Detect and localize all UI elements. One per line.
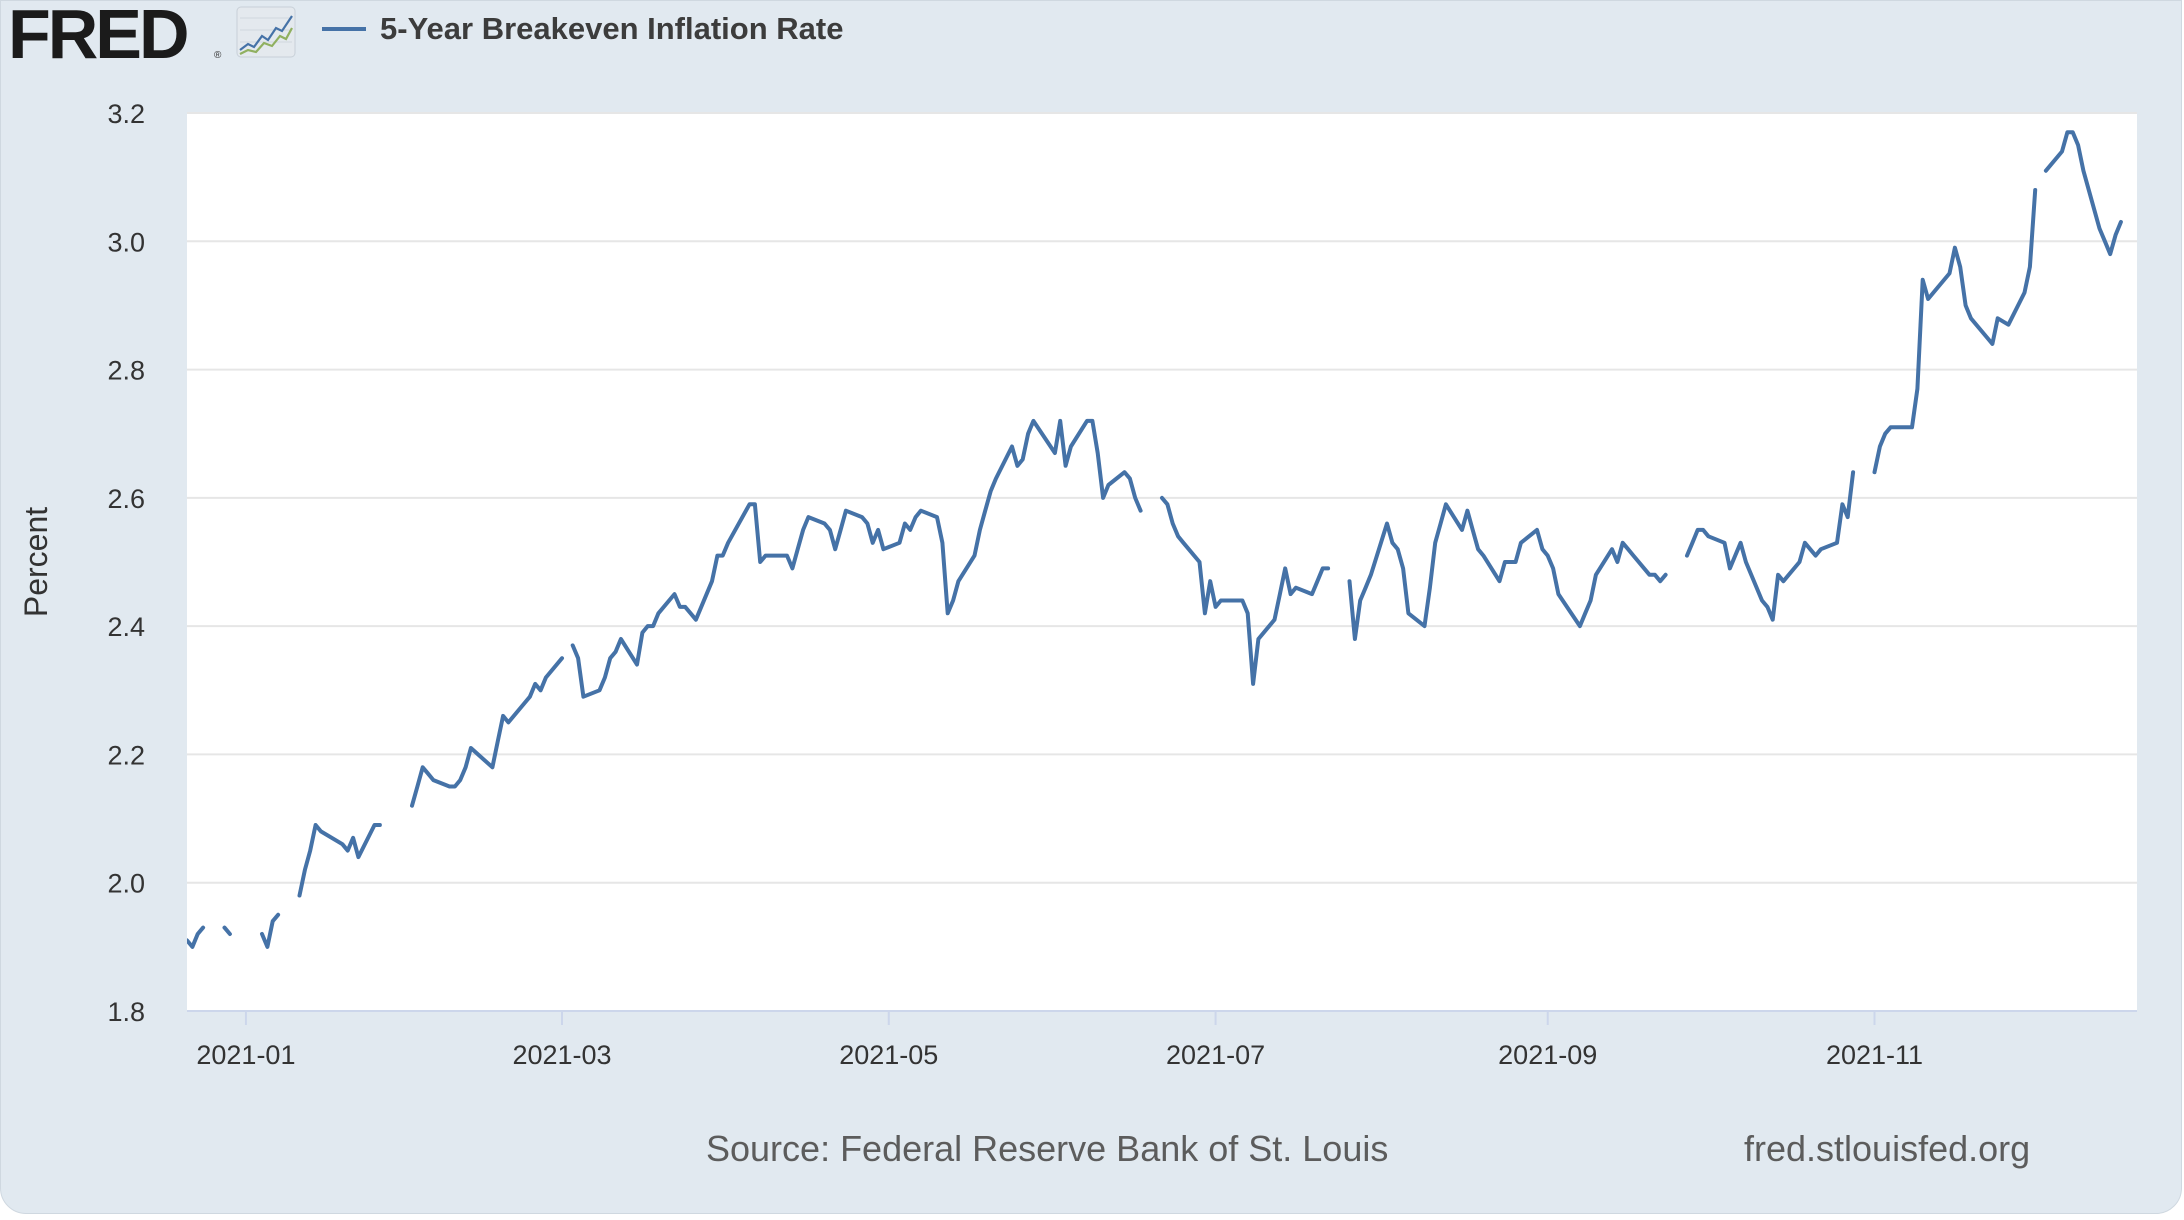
source-credit: Source: Federal Reserve Bank of St. Loui… xyxy=(706,1128,1389,1169)
logo-trademark: ® xyxy=(214,50,222,61)
y-axis-label: Percent xyxy=(18,507,54,617)
y-tick-label: 2.6 xyxy=(107,484,145,514)
chart-legend[interactable]: 5-Year Breakeven Inflation Rate xyxy=(322,8,843,50)
series-line-segment xyxy=(297,823,382,898)
x-tick-label: 2021-05 xyxy=(839,1040,938,1070)
site-link[interactable]: fred.stlouisfed.org xyxy=(1744,1128,2031,1169)
series-line-segment xyxy=(2043,130,2123,257)
y-axis-ticks: 1.8 2.0 2.2 2.4 2.6 2.8 3.0 3.2 xyxy=(107,99,145,1027)
x-axis: 2021-01 2021-03 2021-05 2021-07 2021-09 2021-… xyxy=(187,1010,2137,1070)
gridlines xyxy=(187,112,2137,884)
x-tick-label: 2021-01 xyxy=(196,1040,295,1070)
series-line-segment xyxy=(570,418,1143,699)
y-tick-label: 2.2 xyxy=(107,740,145,770)
x-tick-label: 2021-03 xyxy=(512,1040,611,1070)
series-line-segment xyxy=(260,912,281,949)
y-tick-label: 3.2 xyxy=(107,99,145,129)
y-tick-label: 3.0 xyxy=(107,227,145,257)
y-tick-label: 2.4 xyxy=(107,612,145,642)
x-tick-label: 2021-09 xyxy=(1498,1040,1597,1070)
y-tick-label: 1.8 xyxy=(107,997,145,1027)
series-line-segment xyxy=(1872,188,2038,475)
legend-swatch xyxy=(322,27,366,31)
series-line-segment xyxy=(1685,470,1856,622)
series-line-segment xyxy=(1347,502,1668,641)
legend-label: 5-Year Breakeven Inflation Rate xyxy=(380,11,844,46)
series-line-segment xyxy=(410,656,564,808)
x-tick-label: 2021-07 xyxy=(1166,1040,1265,1070)
series-line-segment xyxy=(187,925,206,949)
y-tick-label: 2.0 xyxy=(107,869,145,899)
line-chart-icon xyxy=(236,6,296,58)
series-line-segment xyxy=(2142,293,2184,466)
fred-logo[interactable]: FRED xyxy=(8,0,190,73)
series-lines xyxy=(187,130,2184,949)
plot-area xyxy=(187,113,2137,1011)
series-line-segment xyxy=(222,925,232,936)
series-line-segment xyxy=(1160,495,1331,686)
line-chart: 1.82.02.22.42.62.83.03.2 2021-01 2021-03 2… xyxy=(18,99,2184,1070)
x-tick-label: 2021-11 xyxy=(1826,1040,1923,1070)
y-tick-label: 2.8 xyxy=(107,356,145,386)
